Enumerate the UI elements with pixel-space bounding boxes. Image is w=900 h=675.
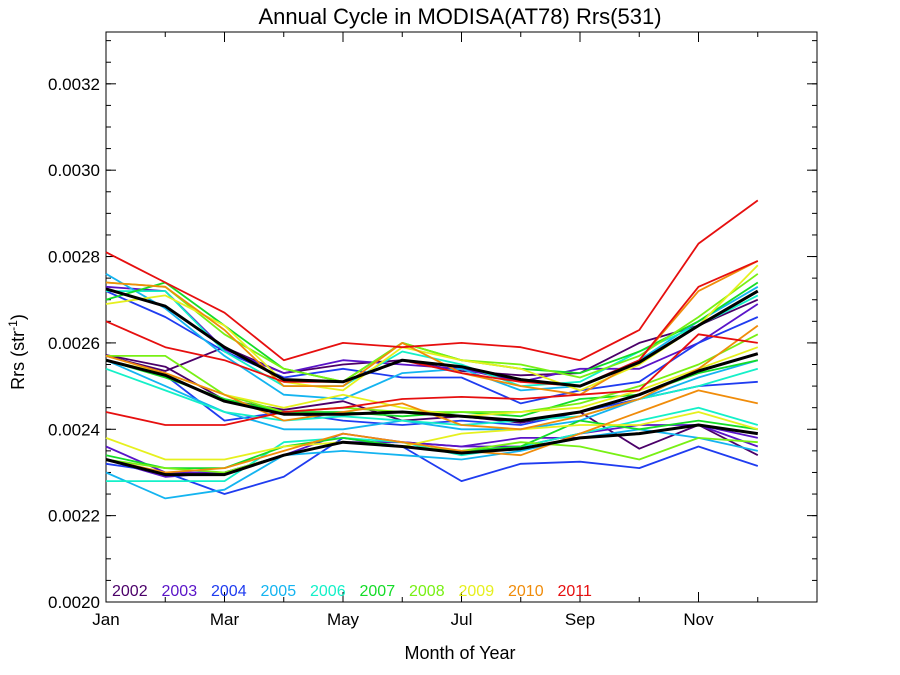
x-tick-label: Jan — [92, 610, 119, 629]
legend-entry: 2007 — [360, 583, 396, 600]
y-tick-label: 0.0030 — [48, 161, 100, 180]
legend-entry: 2011 — [558, 583, 593, 600]
series-line — [105, 290, 759, 405]
series-line — [105, 367, 759, 426]
y-axis-title-close: ) — [8, 314, 28, 320]
mean-series-line — [105, 287, 759, 388]
series-layer — [105, 199, 759, 500]
series-line — [105, 298, 759, 377]
mean-series-line — [105, 352, 759, 423]
series-line — [105, 264, 759, 392]
x-tick-label: Jul — [451, 610, 473, 629]
y-axis-title-main: Rrs (str — [8, 331, 28, 390]
legend-entry: 2004 — [211, 583, 247, 600]
legend-entry: 2005 — [261, 583, 297, 600]
legend-entry: 2010 — [508, 583, 544, 600]
chart-title: Annual Cycle in MODISA(AT78) Rrs(531) — [258, 4, 661, 29]
y-tick-label: 0.0024 — [48, 420, 100, 439]
x-tick-label: Sep — [565, 610, 595, 629]
legend-entry: 2002 — [112, 583, 148, 600]
series-line — [105, 273, 759, 400]
legend: 2002 2003 2004 2005 2006 2007 2008 2009 2010 2011 — [112, 583, 592, 600]
series-line — [105, 411, 759, 461]
y-tick-label: 0.0022 — [48, 507, 100, 526]
x-tick-label: Mar — [210, 610, 240, 629]
y-axis-title-sup: -1 — [6, 320, 20, 331]
legend-entry: 2006 — [310, 583, 346, 600]
legend-entry: 2008 — [409, 583, 445, 600]
y-tick-label: 0.0026 — [48, 334, 100, 353]
series-line — [105, 389, 758, 474]
x-tick-label: Nov — [683, 610, 714, 629]
x-axis-title: Month of Year — [404, 643, 515, 663]
series-line — [105, 199, 759, 362]
series-line — [105, 333, 758, 426]
series-line — [105, 354, 759, 457]
y-tick-label: 0.0028 — [48, 248, 100, 267]
y-tick-labels: 0.0020 0.0022 0.0024 0.0026 0.0028 0.0030 0.00… — [48, 75, 100, 612]
y-tick-label: 0.0032 — [48, 75, 100, 94]
legend-entry: 2009 — [459, 583, 495, 600]
y-axis-title: Rrs (str-1) — [6, 314, 28, 390]
x-tick-labels: Jan Mar May Jul Sep Nov — [92, 610, 714, 629]
series-line — [105, 260, 759, 388]
mean-series-line — [105, 423, 759, 477]
y-tick-label: 0.0020 — [48, 593, 100, 612]
legend-entry: 2003 — [162, 583, 198, 600]
axis-ticks — [105, 32, 817, 603]
x-tick-label: May — [327, 610, 360, 629]
